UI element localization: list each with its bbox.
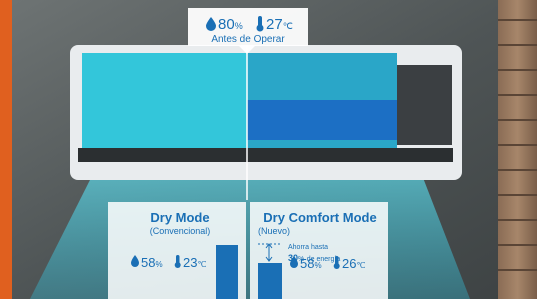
shape (397, 65, 452, 145)
text: 80 (218, 16, 235, 33)
text: 58 (141, 255, 155, 270)
panel-subtitle: (Nuevo) (258, 226, 290, 236)
page: 80% 27℃ Antes de Operar Dry Mode (Conven… (0, 0, 537, 299)
screenshot: 80% 27℃ Antes de Operar Dry Mode (Conven… (0, 0, 537, 299)
shape (82, 53, 247, 148)
text: 26 (342, 256, 356, 271)
shape (257, 25, 264, 32)
text: ℃ (197, 260, 206, 269)
panel-left: Dry Mode (Convencional) 58% 23℃ (108, 202, 246, 299)
panel-title: Dry Mode (150, 210, 209, 225)
shape (247, 100, 397, 140)
text: ℃ (283, 21, 293, 31)
shape (216, 245, 238, 299)
note: Ahorra hasta (288, 244, 328, 251)
shape (175, 262, 181, 268)
text: % (314, 261, 321, 270)
panel-title: Dry Comfort Mode (263, 210, 376, 225)
shape (0, 0, 12, 299)
text: 23 (183, 255, 197, 270)
panel-subtitle: (Convencional) (150, 226, 211, 236)
shape (258, 263, 282, 299)
shape (334, 263, 340, 269)
text: 58 (300, 256, 314, 271)
shape (78, 148, 453, 162)
panel-right: Dry Comfort Mode (Nuevo) Ahorra hasta 30… (250, 202, 388, 299)
text: % (235, 21, 243, 31)
text: % (155, 260, 162, 269)
text: ℃ (356, 261, 365, 270)
text: 27 (266, 16, 283, 33)
air-conditioner (70, 45, 462, 200)
caption: Antes de Operar (211, 34, 285, 45)
